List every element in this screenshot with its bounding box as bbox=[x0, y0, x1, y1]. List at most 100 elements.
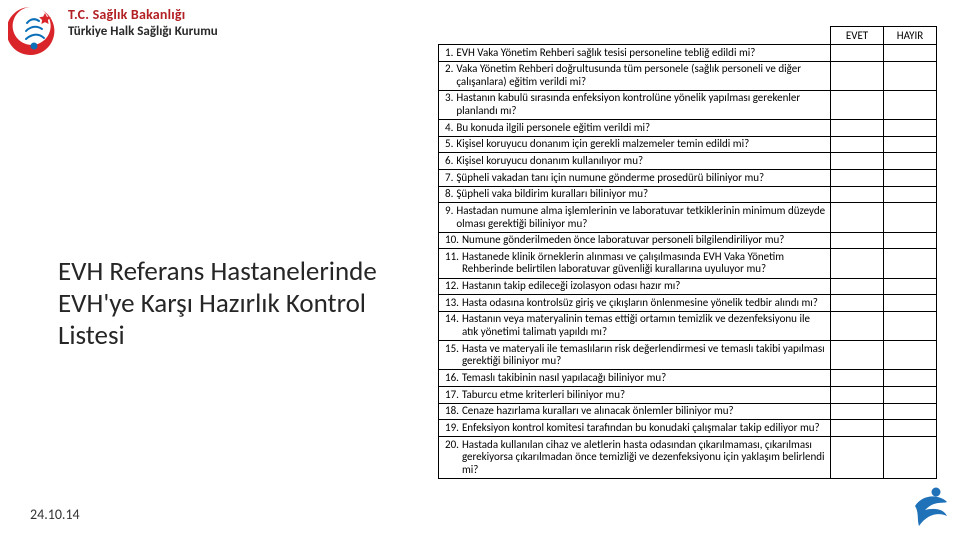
table-header-row: EVET HAYIR bbox=[439, 27, 937, 45]
answer-no-cell[interactable] bbox=[884, 90, 937, 119]
corner-logo-icon bbox=[913, 486, 949, 528]
answer-no-cell[interactable] bbox=[884, 232, 937, 249]
answer-no-cell[interactable] bbox=[884, 403, 937, 420]
table-row: 14.Hastanın veya materyalinin temas etti… bbox=[439, 311, 937, 340]
question-number: 5. bbox=[445, 138, 456, 151]
answer-yes-cell[interactable] bbox=[831, 278, 884, 295]
table-row: 16.Temaslı takibinin nasıl yapılacağı bi… bbox=[439, 370, 937, 387]
table-row: 11.Hastanede klinik örneklerin alınması … bbox=[439, 249, 937, 278]
question-cell: 6.Kişisel koruyucu donanım kullanılıyor … bbox=[439, 153, 831, 170]
answer-yes-cell[interactable] bbox=[831, 136, 884, 153]
answer-yes-cell[interactable] bbox=[831, 120, 884, 137]
question-text: Şüpheli vakadan tanı için numune gönderm… bbox=[456, 172, 826, 185]
question-cell: 11.Hastanede klinik örneklerin alınması … bbox=[439, 249, 831, 278]
question-number: 8. bbox=[445, 188, 456, 201]
question-cell: 19.Enfeksiyon kontrol komitesi tarafında… bbox=[439, 420, 831, 437]
question-cell: 16.Temaslı takibinin nasıl yapılacağı bi… bbox=[439, 370, 831, 387]
table-row: 18.Cenaze hazırlama kuralları ve alınaca… bbox=[439, 403, 937, 420]
answer-yes-cell[interactable] bbox=[831, 232, 884, 249]
answer-no-cell[interactable] bbox=[884, 61, 937, 90]
answer-no-cell[interactable] bbox=[884, 203, 937, 232]
question-number: 13. bbox=[445, 297, 462, 310]
answer-yes-cell[interactable] bbox=[831, 403, 884, 420]
answer-yes-cell[interactable] bbox=[831, 186, 884, 203]
table-row: 7.Şüpheli vakadan tanı için numune gönde… bbox=[439, 170, 937, 187]
checklist-table-wrap: EVET HAYIR 1.EVH Vaka Yönetim Rehberi sa… bbox=[438, 26, 936, 479]
question-cell: 15.Hasta ve materyali ile temaslıların r… bbox=[439, 341, 831, 370]
question-text: Hastanede klinik örneklerin alınması ve … bbox=[462, 251, 826, 276]
question-number: 7. bbox=[445, 172, 456, 185]
table-row: 15.Hasta ve materyali ile temaslıların r… bbox=[439, 341, 937, 370]
table-row: 1.EVH Vaka Yönetim Rehberi sağlık tesisi… bbox=[439, 45, 937, 62]
answer-yes-cell[interactable] bbox=[831, 90, 884, 119]
answer-no-cell[interactable] bbox=[884, 186, 937, 203]
question-text: Hastanın veya materyalinin temas ettiği … bbox=[462, 313, 826, 338]
answer-yes-cell[interactable] bbox=[831, 420, 884, 437]
answer-no-cell[interactable] bbox=[884, 295, 937, 312]
answer-yes-cell[interactable] bbox=[831, 203, 884, 232]
answer-yes-cell[interactable] bbox=[831, 249, 884, 278]
table-row: 8.Şüpheli vaka bildirim kuralları bilini… bbox=[439, 186, 937, 203]
question-cell: 20.Hastada kullanılan cihaz ve aletlerin… bbox=[439, 437, 831, 479]
header-blank bbox=[439, 27, 831, 45]
question-cell: 4.Bu konuda ilgili personele eğitim veri… bbox=[439, 120, 831, 137]
question-number: 9. bbox=[445, 205, 456, 230]
answer-no-cell[interactable] bbox=[884, 437, 937, 479]
question-number: 20. bbox=[445, 439, 462, 477]
answer-no-cell[interactable] bbox=[884, 311, 937, 340]
answer-no-cell[interactable] bbox=[884, 153, 937, 170]
question-text: Numune gönderilmeden önce laboratuvar pe… bbox=[462, 234, 826, 247]
answer-yes-cell[interactable] bbox=[831, 387, 884, 404]
answer-no-cell[interactable] bbox=[884, 420, 937, 437]
answer-yes-cell[interactable] bbox=[831, 370, 884, 387]
question-text: Hastanın takip edileceği izolasyon odası… bbox=[462, 280, 826, 293]
question-text: Şüpheli vaka bildirim kuralları biliniyo… bbox=[456, 188, 826, 201]
question-text: Hastada kullanılan cihaz ve aletlerin ha… bbox=[462, 439, 826, 477]
answer-yes-cell[interactable] bbox=[831, 170, 884, 187]
answer-no-cell[interactable] bbox=[884, 45, 937, 62]
answer-yes-cell[interactable] bbox=[831, 61, 884, 90]
question-number: 15. bbox=[445, 343, 462, 368]
question-cell: 8.Şüpheli vaka bildirim kuralları bilini… bbox=[439, 186, 831, 203]
table-row: 19.Enfeksiyon kontrol komitesi tarafında… bbox=[439, 420, 937, 437]
question-cell: 3.Hastanın kabulü sırasında enfeksiyon k… bbox=[439, 90, 831, 119]
answer-no-cell[interactable] bbox=[884, 170, 937, 187]
table-row: 4.Bu konuda ilgili personele eğitim veri… bbox=[439, 120, 937, 137]
table-row: 10.Numune gönderilmeden önce laboratuvar… bbox=[439, 232, 937, 249]
question-text: Hasta ve materyali ile temaslıların risk… bbox=[462, 343, 826, 368]
table-row: 13.Hasta odasına kontrolsüz giriş ve çık… bbox=[439, 295, 937, 312]
answer-yes-cell[interactable] bbox=[831, 45, 884, 62]
header-no: HAYIR bbox=[884, 27, 937, 45]
answer-no-cell[interactable] bbox=[884, 341, 937, 370]
table-row: 9.Hastadan numune alma işlemlerinin ve l… bbox=[439, 203, 937, 232]
answer-no-cell[interactable] bbox=[884, 387, 937, 404]
answer-yes-cell[interactable] bbox=[831, 153, 884, 170]
answer-yes-cell[interactable] bbox=[831, 295, 884, 312]
question-text: Enfeksiyon kontrol komitesi tarafından b… bbox=[462, 422, 826, 435]
answer-yes-cell[interactable] bbox=[831, 311, 884, 340]
answer-yes-cell[interactable] bbox=[831, 437, 884, 479]
question-number: 2. bbox=[445, 63, 456, 88]
question-text: Hastanın kabulü sırasında enfeksiyon kon… bbox=[456, 92, 826, 117]
answer-no-cell[interactable] bbox=[884, 278, 937, 295]
ministry-logo-icon bbox=[8, 4, 60, 56]
question-cell: 13.Hasta odasına kontrolsüz giriş ve çık… bbox=[439, 295, 831, 312]
document-date: 24.10.14 bbox=[30, 506, 80, 523]
question-number: 12. bbox=[445, 280, 462, 293]
answer-no-cell[interactable] bbox=[884, 370, 937, 387]
question-number: 18. bbox=[445, 405, 462, 418]
question-text: Kişisel koruyucu donanım kullanılıyor mu… bbox=[456, 155, 826, 168]
document-title: EVH Referans Hastanelerinde EVH'ye Karşı… bbox=[58, 256, 388, 352]
page-header: T.C. Sağlık Bakanlığı Türkiye Halk Sağlı… bbox=[8, 4, 218, 56]
question-number: 6. bbox=[445, 155, 456, 168]
answer-no-cell[interactable] bbox=[884, 136, 937, 153]
header-line2: Türkiye Halk Sağlığı Kurumu bbox=[68, 24, 218, 39]
answer-no-cell[interactable] bbox=[884, 120, 937, 137]
answer-yes-cell[interactable] bbox=[831, 341, 884, 370]
header-line1: T.C. Sağlık Bakanlığı bbox=[68, 6, 218, 23]
answer-no-cell[interactable] bbox=[884, 249, 937, 278]
question-cell: 7.Şüpheli vakadan tanı için numune gönde… bbox=[439, 170, 831, 187]
question-text: Hasta odasına kontrolsüz giriş ve çıkışl… bbox=[462, 297, 826, 310]
question-number: 10. bbox=[445, 234, 462, 247]
question-cell: 10.Numune gönderilmeden önce laboratuvar… bbox=[439, 232, 831, 249]
